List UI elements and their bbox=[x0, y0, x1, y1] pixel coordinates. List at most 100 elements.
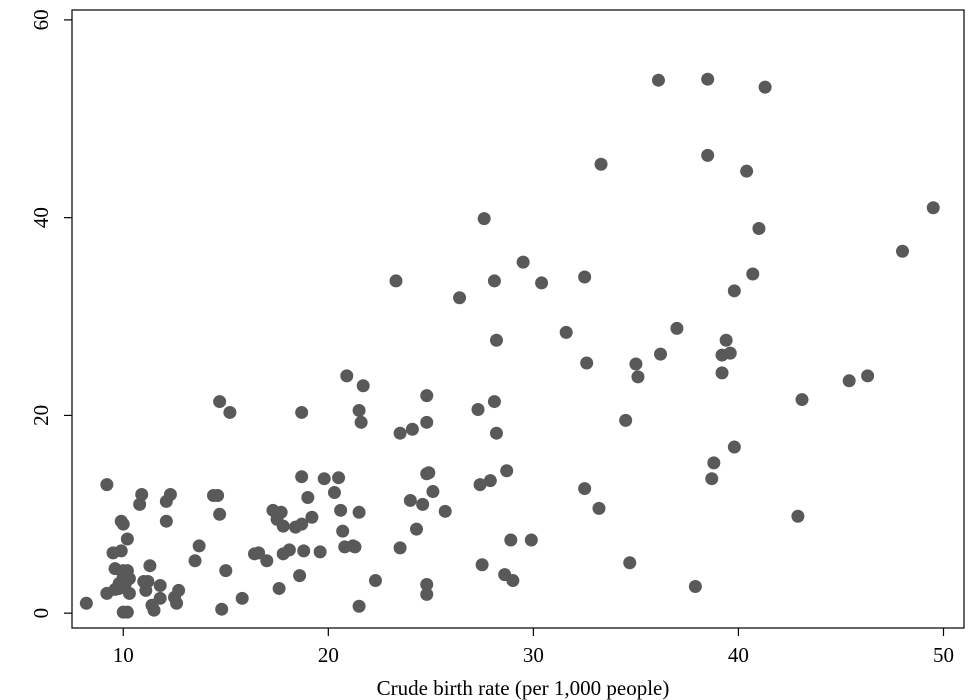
scatter-point bbox=[487, 395, 501, 409]
scatter-point bbox=[188, 554, 202, 568]
scatter-point bbox=[389, 274, 403, 288]
scatter-point bbox=[559, 325, 573, 339]
scatter-point bbox=[122, 586, 136, 600]
y-tick-label: 20 bbox=[29, 405, 53, 426]
scatter-point bbox=[405, 422, 419, 436]
scatter-point bbox=[473, 478, 487, 492]
scatter-point bbox=[740, 164, 754, 178]
scatter-point bbox=[368, 574, 382, 588]
scatter-point bbox=[159, 514, 173, 528]
scatter-point bbox=[619, 413, 633, 427]
scatter-point bbox=[141, 575, 155, 589]
scatter-point bbox=[795, 393, 809, 407]
scatter-point bbox=[719, 333, 733, 347]
scatter-point bbox=[453, 291, 467, 305]
scatter-point bbox=[535, 276, 549, 290]
scatter-point bbox=[260, 554, 274, 568]
scatter-point bbox=[416, 497, 430, 511]
scatter-point bbox=[354, 415, 368, 429]
scatter-point bbox=[116, 517, 130, 531]
scatter-point bbox=[153, 591, 167, 605]
scatter-point bbox=[746, 267, 760, 281]
scatter-point bbox=[791, 509, 805, 523]
scatter-point bbox=[153, 578, 167, 592]
scatter-point bbox=[489, 333, 503, 347]
scatter-point bbox=[327, 486, 341, 500]
x-tick-label: 20 bbox=[318, 643, 339, 667]
scatter-point bbox=[420, 577, 434, 591]
scatter-point bbox=[147, 603, 161, 617]
scatter-point bbox=[705, 472, 719, 486]
scatter-point bbox=[274, 505, 288, 519]
scatter-point bbox=[334, 503, 348, 517]
scatter-point bbox=[172, 583, 186, 597]
scatter-point bbox=[420, 587, 434, 601]
scatter-point bbox=[317, 472, 331, 486]
scatter-point bbox=[500, 464, 514, 478]
scatter-point bbox=[487, 274, 501, 288]
scatter-point bbox=[504, 533, 518, 547]
scatter-point bbox=[701, 148, 715, 162]
scatter-point bbox=[352, 403, 366, 417]
scatter-point bbox=[100, 478, 114, 492]
scatter-point bbox=[114, 544, 128, 558]
scatter-point bbox=[120, 605, 134, 619]
scatter-point bbox=[282, 543, 296, 557]
scatter-point bbox=[352, 505, 366, 519]
scatter-point bbox=[301, 490, 315, 504]
scatter-point bbox=[313, 545, 327, 559]
scatter-point bbox=[578, 482, 592, 496]
scatter-point bbox=[516, 255, 530, 269]
x-axis-title: Crude birth rate (per 1,000 people) bbox=[377, 676, 670, 700]
scatter-point bbox=[336, 524, 350, 538]
scatter-point bbox=[420, 389, 434, 403]
scatter-point bbox=[348, 540, 362, 554]
scatter-point bbox=[163, 488, 177, 502]
scatter-point bbox=[422, 466, 436, 480]
scatter-point bbox=[727, 284, 741, 298]
scatter-point bbox=[506, 574, 520, 588]
scatter-point bbox=[295, 517, 309, 531]
scatter-point bbox=[305, 510, 319, 524]
scatter-point bbox=[235, 591, 249, 605]
scatter-point bbox=[143, 559, 157, 573]
scatter-point bbox=[252, 546, 266, 560]
scatter-point bbox=[629, 357, 643, 371]
x-tick-label: 50 bbox=[933, 643, 954, 667]
scatter-point bbox=[393, 426, 407, 440]
scatter-point bbox=[120, 532, 134, 546]
scatter-point bbox=[592, 501, 606, 515]
scatter-point bbox=[420, 415, 434, 429]
scatter-point bbox=[707, 456, 721, 470]
scatter-point bbox=[752, 222, 766, 236]
scatter-point bbox=[192, 539, 206, 553]
scatter-point bbox=[426, 485, 440, 499]
scatter-point bbox=[352, 599, 366, 613]
scatter-point bbox=[701, 72, 715, 86]
scatter-point bbox=[211, 489, 225, 503]
scatter-point bbox=[295, 470, 309, 484]
scatter-point bbox=[213, 507, 227, 521]
scatter-point bbox=[475, 558, 489, 572]
x-axis: 10 20 30 40 50 bbox=[113, 628, 954, 667]
scatter-point bbox=[477, 212, 491, 226]
scatter-point bbox=[213, 395, 227, 409]
data-points bbox=[79, 72, 940, 619]
scatter-point bbox=[631, 370, 645, 384]
scatter-point bbox=[276, 519, 290, 533]
scatter-point bbox=[594, 157, 608, 171]
x-tick-label: 30 bbox=[523, 643, 544, 667]
plot-frame bbox=[71, 9, 965, 629]
scatter-point bbox=[715, 366, 729, 380]
scatter-point bbox=[861, 369, 875, 383]
scatter-point bbox=[293, 569, 307, 583]
scatter-point bbox=[580, 356, 594, 370]
y-tick-label: 40 bbox=[29, 207, 53, 228]
x-tick-label: 10 bbox=[113, 643, 134, 667]
scatter-point bbox=[895, 244, 909, 258]
x-tick-label: 40 bbox=[728, 643, 749, 667]
scatter-point bbox=[651, 73, 665, 87]
scatter-point bbox=[272, 581, 286, 595]
scatter-point bbox=[332, 471, 346, 485]
scatter-point bbox=[483, 474, 497, 488]
